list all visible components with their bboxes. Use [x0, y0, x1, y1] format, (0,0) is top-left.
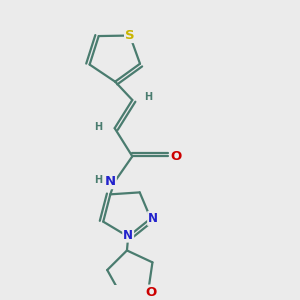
Text: N: N	[123, 229, 133, 242]
Text: H: H	[145, 92, 153, 102]
Text: H: H	[94, 122, 103, 132]
Text: N: N	[148, 212, 158, 225]
Text: O: O	[146, 286, 157, 298]
Text: S: S	[125, 29, 135, 42]
Text: O: O	[170, 150, 182, 163]
Text: N: N	[105, 175, 116, 188]
Text: H: H	[94, 175, 103, 185]
